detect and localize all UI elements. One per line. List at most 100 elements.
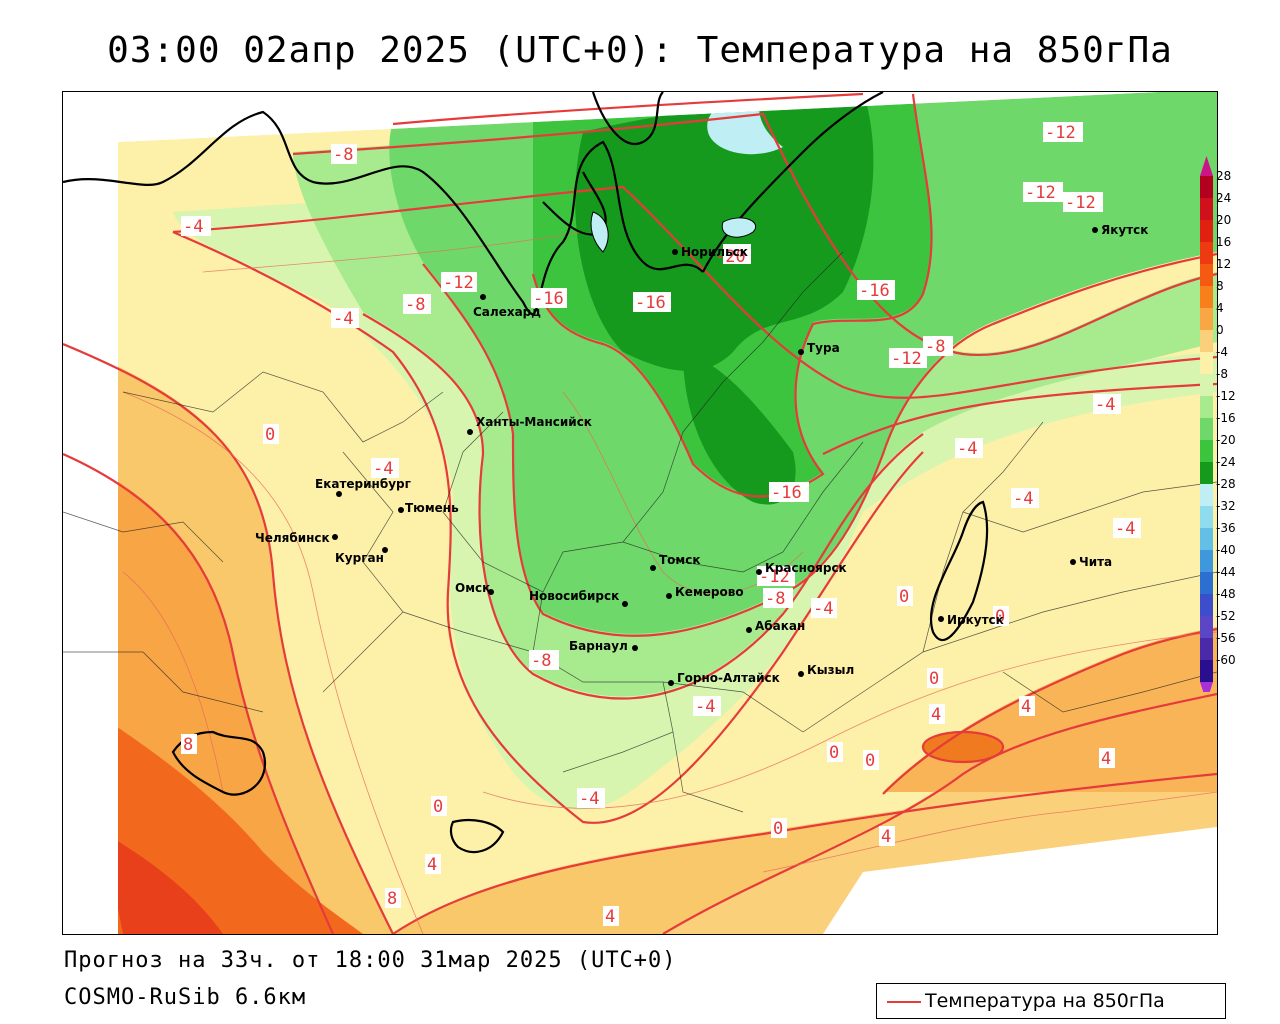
contour-label: -4 [1095, 395, 1115, 415]
colorbar-tick-label: -52 [1216, 609, 1236, 623]
contour-label: 4 [1101, 749, 1111, 769]
contour-label: -12 [443, 273, 474, 293]
contour-label: -12 [1045, 123, 1076, 143]
city-label: Красноярск [765, 561, 847, 575]
colorbar-tick-label: -32 [1216, 499, 1236, 513]
contour-label: 0 [433, 797, 443, 817]
colorbar-tick-label: -28 [1216, 477, 1236, 491]
region-borders [63, 251, 1217, 813]
legend-line-swatch [887, 1001, 921, 1003]
colorbar-tick-label: -36 [1216, 521, 1236, 535]
contour-label: -4 [579, 789, 599, 809]
colorbar-swatch [1200, 396, 1213, 418]
city-markers: Норильск Якутск Салехард Тура Ханты-Манс… [255, 223, 1148, 686]
contour-label: -16 [859, 281, 890, 301]
colorbar-tick-label: -12 [1216, 389, 1236, 403]
colorbar-swatch [1200, 242, 1213, 264]
colorbar-swatch [1200, 418, 1213, 440]
colorbar-swatch [1200, 528, 1213, 550]
contour-label: 8 [387, 889, 397, 909]
contour-label: -4 [183, 217, 203, 237]
model-info: COSMO-RuSib 6.6км [64, 985, 307, 1010]
colorbar-swatch [1200, 220, 1213, 242]
legend-label: Температура на 850гПа [925, 990, 1165, 1012]
coastlines [63, 92, 989, 854]
map-area[interactable]: -8 -4 -12 -8 -4 -16 -16 -20 -16 -12 -12 … [62, 91, 1218, 935]
city-label: Курган [335, 551, 384, 565]
contour-label: 4 [931, 705, 941, 725]
colorbar-swatch [1200, 176, 1213, 198]
contour-label: -4 [957, 439, 977, 459]
contour-label: -12 [891, 349, 922, 369]
contour-label: -8 [405, 295, 425, 315]
colorbar-ticks: 28 24 20 16 12 8 4 0 -4 -8 -12 -16 -20 -24 -28 -32 -36 -4… [1216, 169, 1236, 667]
colorbar-tick-label: -16 [1216, 411, 1236, 425]
contour-label: -8 [765, 589, 785, 609]
contour-label: -12 [759, 567, 790, 587]
contour-label: -8 [531, 651, 551, 671]
colorbar-swatch [1200, 352, 1213, 374]
colorbar-swatch [1200, 638, 1213, 660]
colorbar-swatches [1200, 156, 1213, 692]
contour-label: -16 [771, 483, 802, 503]
contour-label: -8 [925, 337, 945, 357]
contour-label: 0 [865, 751, 875, 771]
colorbar-swatch [1200, 572, 1213, 594]
city-label: Екатеринбург [315, 477, 411, 491]
colorbar-swatch [1200, 330, 1213, 352]
contour-label: -8 [333, 145, 353, 165]
contour-label: -4 [695, 697, 715, 717]
city-label: Кызыл [807, 663, 854, 677]
colorbar-tick-label: -24 [1216, 455, 1236, 469]
colorbar-swatch [1200, 286, 1213, 308]
contour-label: -4 [1013, 489, 1033, 509]
colorbar-swatch [1200, 264, 1213, 286]
colorbar-swatch [1200, 660, 1213, 682]
contour-label: -4 [1115, 519, 1135, 539]
city-label: Челябинск [255, 531, 330, 545]
colorbar-tick-label: 0 [1216, 323, 1224, 337]
colorbar-bottom-arrow [1200, 682, 1213, 692]
contour-label: -4 [373, 459, 393, 479]
contour-label: -12 [1025, 183, 1056, 203]
colorbar-tick-label: -8 [1216, 367, 1228, 381]
contour-label: 0 [929, 669, 939, 689]
colorbar-swatch [1200, 550, 1213, 572]
contour-label: -12 [1065, 193, 1096, 213]
city-label: Абакан [755, 619, 805, 633]
contour-label: 0 [899, 587, 909, 607]
city-label: Тура [807, 341, 840, 355]
contour-label: -4 [813, 599, 833, 619]
colorbar-swatch [1200, 594, 1213, 616]
contour-label: 4 [605, 907, 615, 927]
colorbar-swatch [1200, 374, 1213, 396]
colorbar-tick-label: 16 [1216, 235, 1231, 249]
contour-label: 0 [829, 743, 839, 763]
page-title: 03:00 02апр 2025 (UTC+0): Температура на… [107, 30, 1173, 71]
colorbar-tick-label: 24 [1216, 191, 1231, 205]
colorbar-tick-label: -20 [1216, 433, 1236, 447]
colorbar-tick-label: -60 [1216, 653, 1236, 667]
colorbar-swatch [1200, 616, 1213, 638]
contour-label: 4 [1021, 697, 1031, 717]
colorbar-swatch [1200, 308, 1213, 330]
colorbar-swatch [1200, 506, 1213, 528]
temperature-map: -8 -4 -12 -8 -4 -16 -16 -20 -16 -12 -12 … [63, 92, 1217, 934]
contour-label: 8 [183, 735, 193, 755]
city-label: Норильск [681, 245, 748, 259]
city-label: Салехард [473, 305, 541, 319]
city-label: Якутск [1101, 223, 1148, 237]
city-label: Омск [455, 581, 490, 595]
city-label: Иркутск [947, 613, 1004, 627]
city-label: Горно-Алтайск [677, 671, 780, 685]
contour-label: 4 [881, 827, 891, 847]
city-label: Тюмень [405, 501, 459, 515]
contour-label: 4 [427, 855, 437, 875]
colorbar-tick-label: 20 [1216, 213, 1231, 227]
contour-label: -16 [635, 293, 666, 313]
contour-label: -20 [715, 247, 746, 267]
city-label: Чита [1079, 555, 1112, 569]
contour-label: -16 [533, 289, 564, 309]
legend: Температура на 850гПа [876, 983, 1226, 1019]
city-label: Ханты-Мансийск [476, 415, 592, 429]
